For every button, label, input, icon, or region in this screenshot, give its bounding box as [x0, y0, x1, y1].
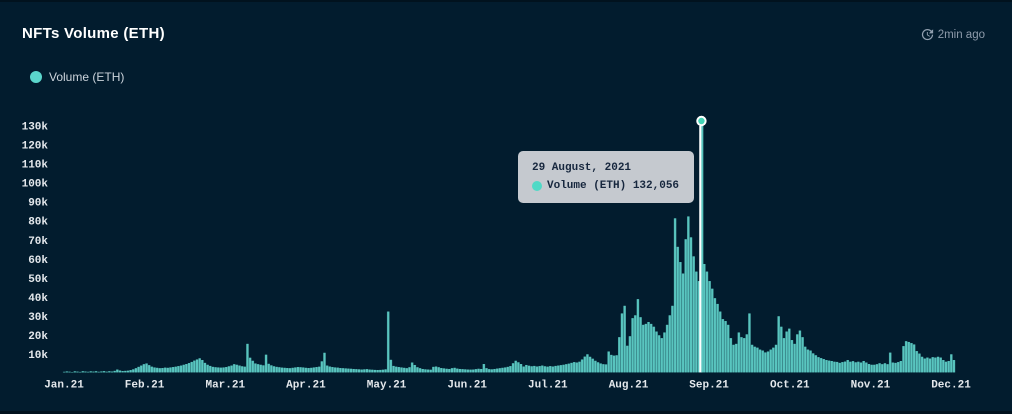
svg-text:130k: 130k [22, 122, 49, 134]
svg-text:Jul.21: Jul.21 [528, 380, 568, 392]
svg-text:80k: 80k [28, 217, 48, 229]
svg-text:120k: 120k [22, 141, 49, 153]
svg-text:Sep.21: Sep.21 [689, 380, 729, 392]
svg-text:90k: 90k [28, 198, 48, 210]
svg-text:50k: 50k [28, 274, 48, 286]
svg-text:70k: 70k [28, 236, 48, 248]
svg-text:100k: 100k [22, 179, 49, 191]
svg-text:40k: 40k [28, 293, 48, 305]
svg-text:20k: 20k [28, 331, 48, 343]
svg-text:Dec.21: Dec.21 [931, 380, 971, 392]
svg-text:Feb.21: Feb.21 [125, 380, 165, 392]
svg-text:10k: 10k [28, 350, 48, 362]
svg-text:Jun.21: Jun.21 [447, 380, 487, 392]
svg-text:Aug.21: Aug.21 [609, 380, 649, 392]
svg-text:May.21: May.21 [367, 380, 407, 392]
svg-text:Apr.21: Apr.21 [286, 380, 326, 392]
svg-text:Oct.21: Oct.21 [770, 380, 810, 392]
svg-text:30k: 30k [28, 312, 48, 324]
svg-text:Jan.21: Jan.21 [44, 380, 84, 392]
svg-text:60k: 60k [28, 255, 48, 267]
svg-text:Nov.21: Nov.21 [851, 380, 891, 392]
svg-text:110k: 110k [22, 160, 49, 172]
svg-text:Mar.21: Mar.21 [205, 380, 245, 392]
